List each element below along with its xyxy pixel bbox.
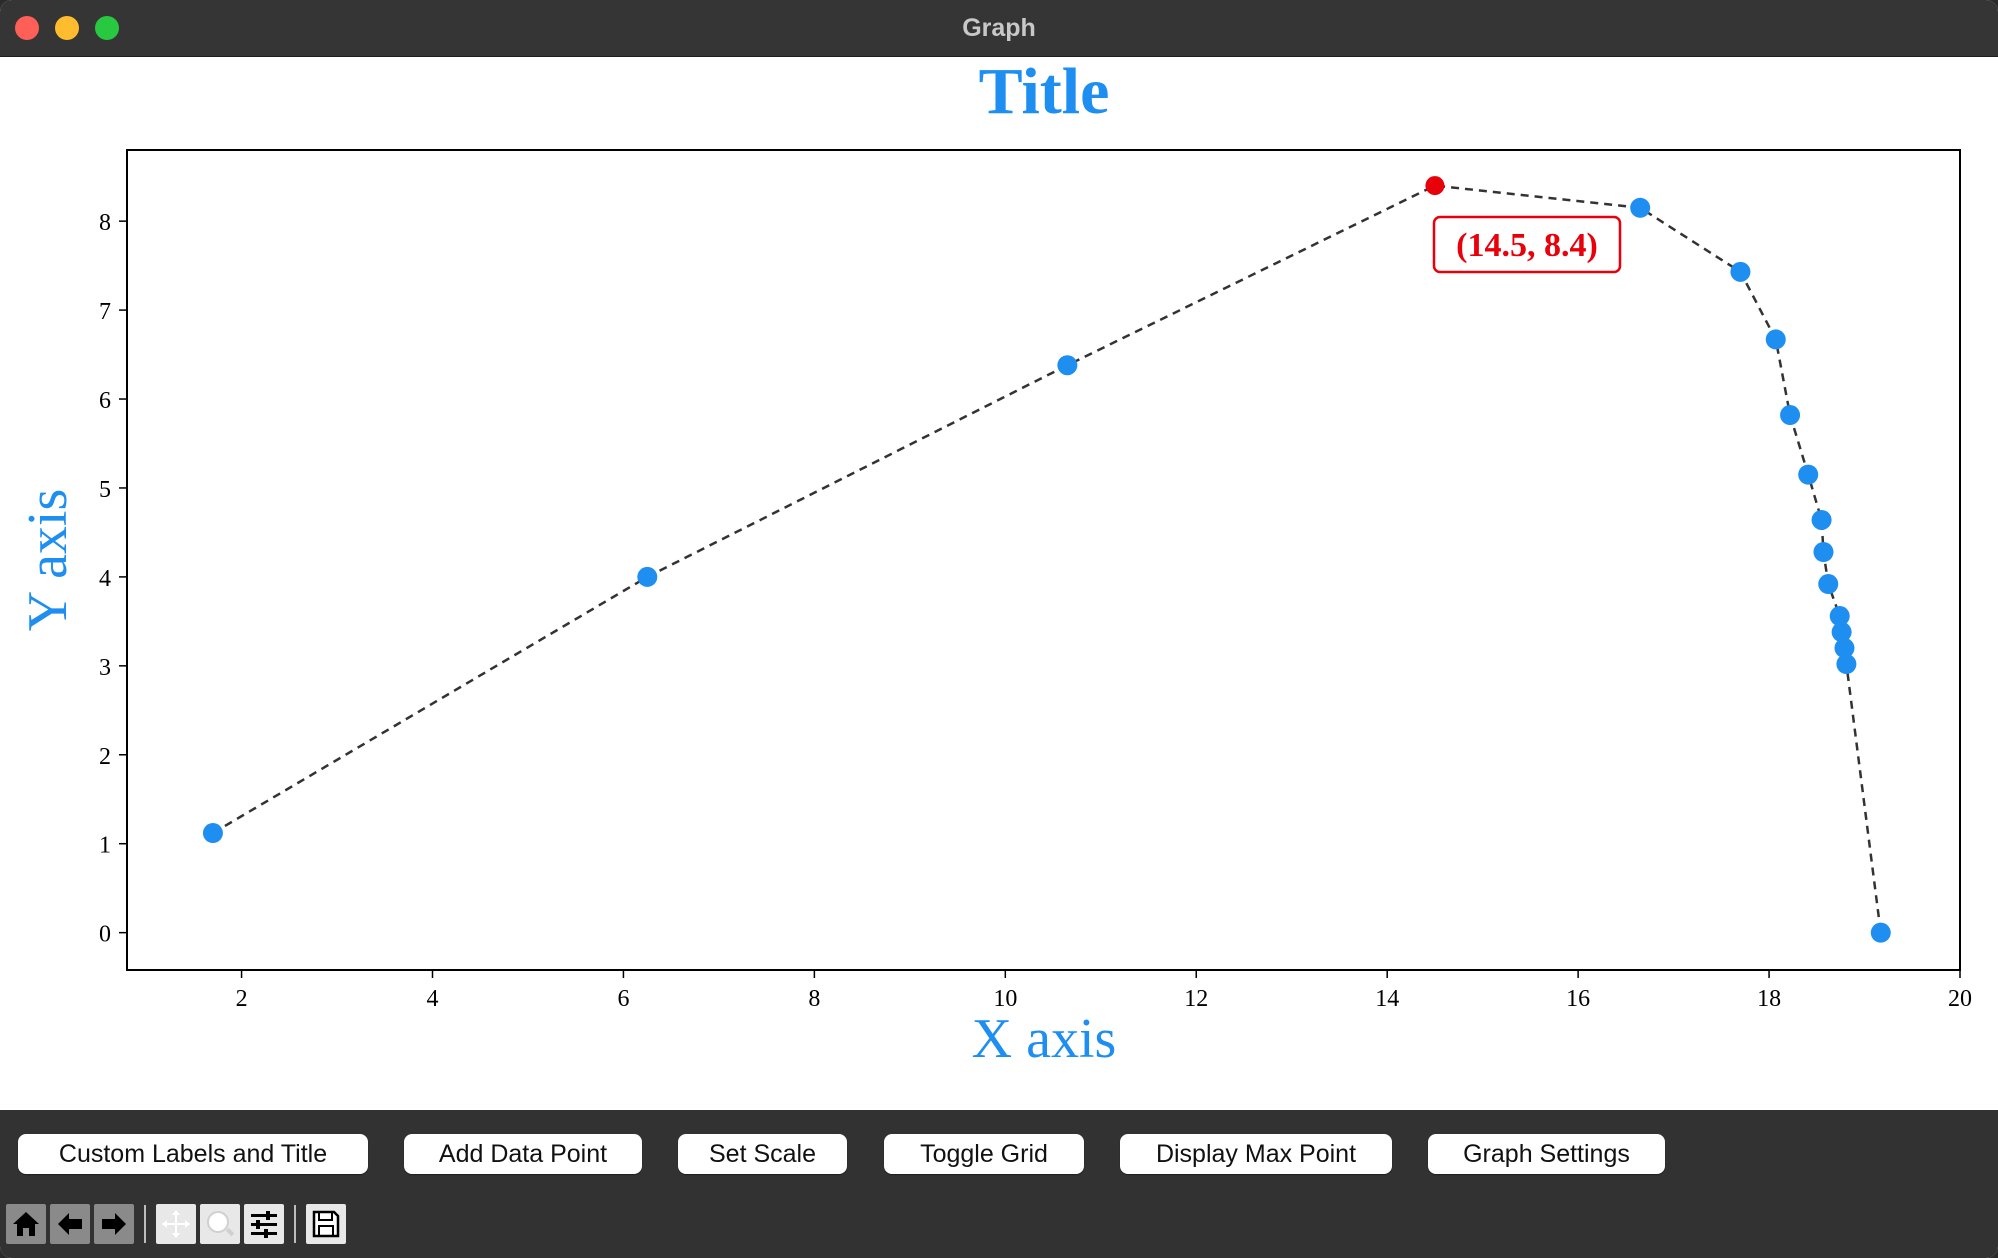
control-panel: Custom Labels and Title Add Data Point S… bbox=[0, 1110, 1998, 1258]
y-axis-ticks: 0 1 2 3 4 5 6 7 8 bbox=[99, 210, 127, 948]
data-point bbox=[1730, 261, 1751, 282]
toolbar-separator bbox=[294, 1205, 296, 1243]
toolbar-separator bbox=[144, 1205, 146, 1243]
data-point bbox=[637, 566, 658, 587]
y-tick-label: 3 bbox=[99, 655, 111, 681]
toggle-grid-button[interactable]: Toggle Grid bbox=[884, 1134, 1084, 1174]
max-point-label-box bbox=[1432, 215, 1622, 274]
pan-icon[interactable] bbox=[156, 1204, 196, 1244]
save-icon[interactable] bbox=[306, 1204, 346, 1244]
home-icon[interactable] bbox=[6, 1204, 46, 1244]
x-tick-label: 14 bbox=[1375, 986, 1399, 1012]
data-point bbox=[1765, 329, 1786, 350]
y-tick-label: 0 bbox=[99, 922, 111, 948]
x-tick-label: 2 bbox=[236, 986, 248, 1012]
x-tick-label: 18 bbox=[1757, 986, 1781, 1012]
close-window-button[interactable] bbox=[15, 16, 39, 40]
y-tick-label: 2 bbox=[99, 744, 111, 770]
data-point bbox=[1630, 197, 1651, 218]
max-data-point bbox=[1425, 176, 1445, 196]
add-data-point-button[interactable]: Add Data Point bbox=[404, 1134, 642, 1174]
y-tick-label: 1 bbox=[99, 833, 111, 859]
chart-title: Title bbox=[979, 57, 1110, 128]
graph-settings-button[interactable]: Graph Settings bbox=[1428, 1134, 1665, 1174]
data-points bbox=[202, 176, 1891, 943]
x-tick-label: 6 bbox=[617, 986, 629, 1012]
minimize-window-button[interactable] bbox=[55, 16, 79, 40]
x-tick-label: 4 bbox=[427, 986, 439, 1012]
y-tick-label: 5 bbox=[99, 477, 111, 503]
x-tick-label: 8 bbox=[808, 986, 820, 1012]
x-axis-label: X axis bbox=[972, 1008, 1117, 1070]
forward-arrow-icon[interactable] bbox=[94, 1204, 134, 1244]
back-arrow-icon[interactable] bbox=[50, 1204, 90, 1244]
data-point bbox=[1829, 606, 1850, 627]
data-point bbox=[1798, 464, 1819, 485]
data-point bbox=[1836, 654, 1857, 675]
custom-labels-button[interactable]: Custom Labels and Title bbox=[18, 1134, 368, 1174]
y-tick-label: 6 bbox=[99, 388, 111, 414]
title-bar: Graph bbox=[0, 0, 1998, 57]
data-point bbox=[1813, 541, 1834, 562]
x-tick-label: 16 bbox=[1566, 986, 1590, 1012]
x-tick-label: 10 bbox=[993, 986, 1017, 1012]
max-point-annotation: (14.5, 8.4) bbox=[1432, 215, 1622, 274]
max-point-label: (14.5, 8.4) bbox=[1456, 227, 1598, 264]
configure-subplots-icon[interactable] bbox=[244, 1204, 284, 1244]
data-point bbox=[1818, 574, 1839, 595]
display-max-point-button[interactable]: Display Max Point bbox=[1120, 1134, 1392, 1174]
zoom-icon[interactable] bbox=[200, 1204, 240, 1244]
data-point bbox=[202, 823, 223, 844]
data-point bbox=[1834, 638, 1855, 659]
x-tick-label: 12 bbox=[1184, 986, 1208, 1012]
x-axis-ticks: 2 4 6 8 10 12 14 16 18 20 bbox=[236, 970, 1972, 1012]
window-title: Graph bbox=[962, 14, 1036, 42]
y-tick-label: 7 bbox=[99, 299, 111, 325]
data-point bbox=[1831, 622, 1852, 643]
y-axis-label: Y axis bbox=[17, 489, 79, 632]
data-point bbox=[1870, 922, 1891, 943]
x-tick-label: 20 bbox=[1948, 986, 1972, 1012]
y-tick-label: 8 bbox=[99, 210, 111, 236]
navigation-toolbar bbox=[6, 1202, 346, 1246]
data-point bbox=[1057, 355, 1078, 376]
data-point bbox=[1811, 509, 1832, 530]
data-point bbox=[1780, 405, 1801, 426]
plot-frame bbox=[126, 149, 1961, 971]
set-scale-button[interactable]: Set Scale bbox=[678, 1134, 847, 1174]
y-tick-label: 4 bbox=[99, 566, 111, 592]
maximize-window-button[interactable] bbox=[95, 16, 119, 40]
